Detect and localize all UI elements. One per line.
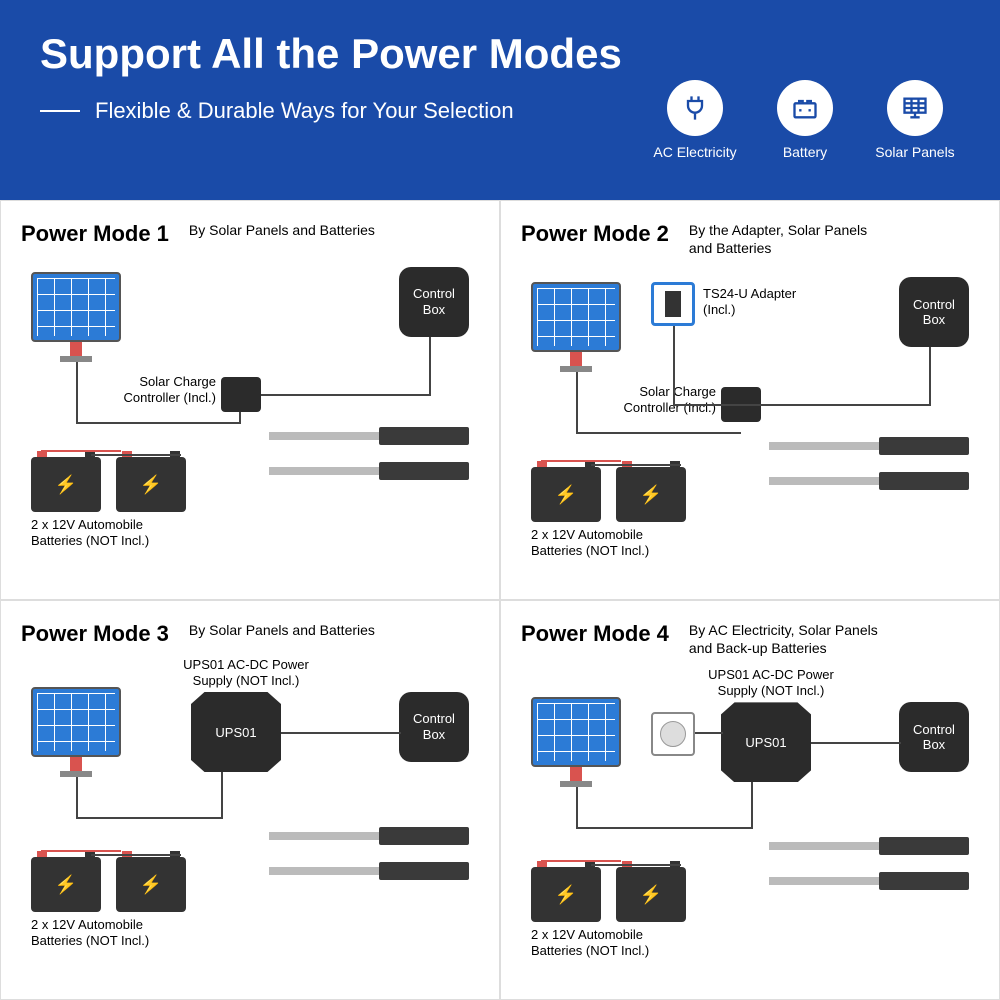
control-box: Control Box	[899, 702, 969, 772]
header-icons: AC Electricity Battery Solar Panels	[650, 80, 960, 160]
wire	[76, 422, 241, 424]
wire	[576, 827, 751, 829]
solar-stand-icon	[556, 352, 596, 372]
actuator-icon	[769, 837, 969, 855]
icon-label: AC Electricity	[650, 144, 740, 160]
scc-label: Solar Charge Controller (Incl.)	[606, 384, 716, 415]
control-box: Control Box	[399, 267, 469, 337]
wire	[221, 772, 223, 819]
battery-label: 2 x 12V Automobile Batteries (NOT Incl.)	[31, 517, 149, 548]
wire	[673, 326, 675, 406]
battery-icon: ⚡	[616, 467, 686, 522]
wire	[929, 347, 931, 406]
plug-icon	[667, 80, 723, 136]
battery-icon: ⚡	[616, 867, 686, 922]
solar-panel-icon	[531, 697, 621, 767]
solar-icon	[887, 80, 943, 136]
control-box: Control Box	[899, 277, 969, 347]
header: Support All the Power Modes Flexible & D…	[0, 0, 1000, 200]
battery-icon	[777, 80, 833, 136]
solar-stand-icon	[56, 757, 96, 777]
diagram: TS24-U Adapter (Incl.) Control Box Solar…	[521, 272, 979, 572]
control-box: Control Box	[399, 692, 469, 762]
wire	[541, 460, 621, 462]
charge-controller-icon	[221, 377, 261, 412]
mode-desc: By AC Electricity, Solar Panels and Back…	[689, 621, 878, 657]
ups-label: UPS01 AC-DC Power Supply (NOT Incl.)	[701, 667, 841, 698]
battery-icon: ⚡	[531, 867, 601, 922]
wire	[76, 362, 78, 422]
wire	[811, 742, 901, 744]
wire	[261, 394, 431, 396]
diagram: UPS01 AC-DC Power Supply (NOT Incl.) UPS…	[21, 662, 479, 962]
ups-label: UPS01 AC-DC Power Supply (NOT Incl.)	[176, 657, 316, 688]
wire	[41, 450, 121, 452]
icon-label: Battery	[760, 144, 850, 160]
battery-label: 2 x 12V Automobile Batteries (NOT Incl.)	[31, 917, 149, 948]
mode-title: Power Mode 1	[21, 221, 169, 247]
mode-desc: By Solar Panels and Batteries	[189, 221, 375, 239]
mode-desc: By Solar Panels and Batteries	[189, 621, 375, 639]
dash-icon	[40, 110, 80, 112]
wire	[576, 372, 578, 432]
wire	[751, 782, 753, 829]
wire	[281, 732, 401, 734]
actuator-icon	[269, 862, 469, 880]
icon-solar: Solar Panels	[870, 80, 960, 160]
diagram: UPS01 AC-DC Power Supply (NOT Incl.) UPS…	[521, 672, 979, 972]
solar-panel-icon	[31, 687, 121, 757]
actuator-icon	[269, 462, 469, 480]
battery-icon: ⚡	[31, 457, 101, 512]
solar-stand-icon	[56, 342, 96, 362]
wire	[429, 337, 431, 396]
wire	[673, 404, 931, 406]
mode-1: Power Mode 1 By Solar Panels and Batteri…	[0, 200, 500, 600]
battery-label: 2 x 12V Automobile Batteries (NOT Incl.)	[531, 927, 649, 958]
mode-2: Power Mode 2 By the Adapter, Solar Panel…	[500, 200, 1000, 600]
modes-grid: Power Mode 1 By Solar Panels and Batteri…	[0, 200, 1000, 1000]
mode-3: Power Mode 3 By Solar Panels and Batteri…	[0, 600, 500, 1000]
battery-icon: ⚡	[116, 857, 186, 912]
solar-panel-icon	[31, 272, 121, 342]
wire	[91, 454, 181, 456]
wire	[695, 732, 723, 734]
wire	[576, 432, 741, 434]
mode-desc: By the Adapter, Solar Panels and Batteri…	[689, 221, 867, 257]
outlet-icon	[651, 712, 695, 756]
mode-title: Power Mode 4	[521, 621, 669, 647]
mode-title: Power Mode 3	[21, 621, 169, 647]
wire	[76, 817, 221, 819]
wire	[591, 464, 681, 466]
actuator-icon	[769, 872, 969, 890]
wire	[576, 787, 578, 827]
battery-icon: ⚡	[31, 857, 101, 912]
page-title: Support All the Power Modes	[40, 30, 960, 78]
ups-icon: UPS01	[721, 702, 811, 782]
solar-stand-icon	[556, 767, 596, 787]
icon-battery: Battery	[760, 80, 850, 160]
battery-icon: ⚡	[531, 467, 601, 522]
actuator-icon	[769, 437, 969, 455]
diagram: Control Box Solar Charge Controller (Inc…	[21, 262, 479, 562]
scc-label: Solar Charge Controller (Incl.)	[106, 374, 216, 405]
ups-icon: UPS01	[191, 692, 281, 772]
battery-icon: ⚡	[116, 457, 186, 512]
solar-panel-icon	[531, 282, 621, 352]
wire	[239, 412, 241, 424]
wire	[591, 864, 681, 866]
actuator-icon	[769, 472, 969, 490]
wire	[91, 854, 181, 856]
actuator-icon	[269, 427, 469, 445]
wire	[76, 777, 78, 817]
icon-label: Solar Panels	[870, 144, 960, 160]
wire	[41, 850, 121, 852]
adapter-icon	[651, 282, 695, 326]
mode-4: Power Mode 4 By AC Electricity, Solar Pa…	[500, 600, 1000, 1000]
actuator-icon	[269, 827, 469, 845]
mode-title: Power Mode 2	[521, 221, 669, 247]
battery-label: 2 x 12V Automobile Batteries (NOT Incl.)	[531, 527, 649, 558]
wire	[541, 860, 621, 862]
icon-ac: AC Electricity	[650, 80, 740, 160]
adapter-label: TS24-U Adapter (Incl.)	[703, 286, 796, 317]
